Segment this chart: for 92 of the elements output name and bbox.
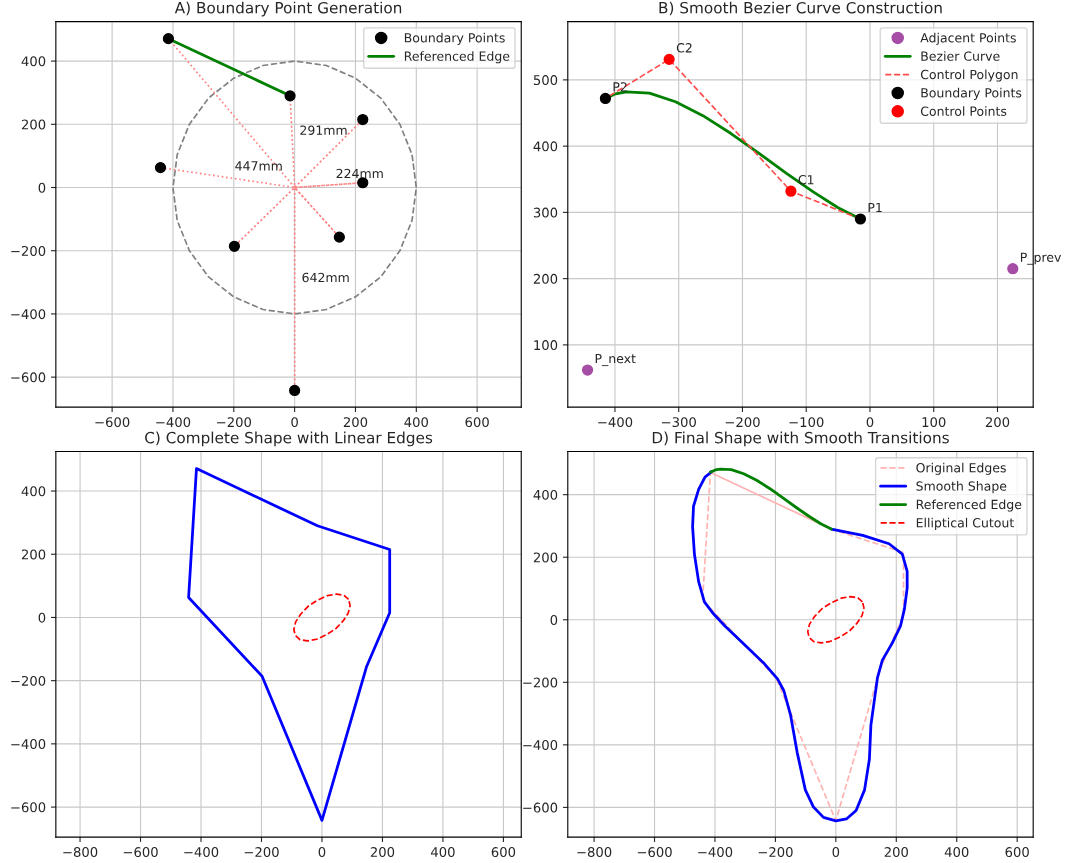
x-tick-label: −600 <box>95 417 130 428</box>
point <box>333 231 345 243</box>
x-tick-label: −200 <box>217 417 252 428</box>
point <box>154 161 167 174</box>
x-tick-label: 200 <box>370 847 395 858</box>
legend-label: Bezier Curve <box>921 51 1000 61</box>
legend-label: Smooth Shape <box>916 481 1007 494</box>
line-series <box>709 467 833 531</box>
y-tick-label: 500 <box>533 75 558 86</box>
x-tick-label: −400 <box>156 417 191 428</box>
legend-label: Control Polygon <box>920 69 1018 82</box>
y-tick-label: 400 <box>533 141 558 152</box>
x-tick-label: −800 <box>577 847 612 858</box>
chart-title: D) Final Shape with Smooth Transitions <box>652 431 949 447</box>
y-tick-label: 200 <box>533 552 558 563</box>
legend-label: Control Points <box>920 106 1007 116</box>
annotation: P1 <box>868 202 882 213</box>
point <box>854 213 867 225</box>
annotation: 642mm <box>302 272 349 283</box>
legend-label: Elliptical Cutout <box>916 517 1014 530</box>
y-tick-label: −200 <box>11 245 46 256</box>
legend-label: Original Edges <box>916 462 1006 475</box>
x-tick-label: 100 <box>922 417 946 428</box>
y-tick-label: −600 <box>11 802 46 813</box>
x-tick-label: −600 <box>123 847 158 858</box>
x-tick-label: 600 <box>1005 847 1029 858</box>
x-tick-label: 0 <box>291 417 298 428</box>
annotation: P_next <box>595 354 636 367</box>
legend-label: Boundary Points <box>921 87 1022 100</box>
y-tick-label: 0 <box>550 614 558 625</box>
x-tick-label: −800 <box>63 847 98 858</box>
legend-label: Referenced Edge <box>404 51 510 64</box>
y-tick-label: 200 <box>21 119 46 130</box>
annotation: C2 <box>676 43 692 53</box>
legend-label: Adjacent Points <box>920 32 1016 45</box>
x-tick-label: −200 <box>725 417 760 428</box>
x-tick-label: −100 <box>789 417 824 428</box>
y-tick-label: 400 <box>533 489 558 500</box>
point <box>284 90 296 102</box>
point <box>357 113 369 126</box>
annotation: 291mm <box>300 125 347 135</box>
chart-title: C) Complete Shape with Linear Edges <box>145 431 433 447</box>
x-tick-label: 200 <box>343 417 368 428</box>
point <box>162 33 175 45</box>
y-tick-label: −200 <box>11 675 46 686</box>
y-tick-label: −200 <box>523 677 558 688</box>
y-tick-label: 400 <box>21 56 46 67</box>
x-tick-label: 600 <box>465 417 489 428</box>
x-tick-label: 400 <box>430 847 455 858</box>
x-tick-label: 400 <box>944 847 969 858</box>
point <box>228 240 241 252</box>
x-tick-label: 200 <box>884 847 908 858</box>
annotation: P2 <box>613 82 627 92</box>
y-tick-label: 0 <box>38 612 46 623</box>
point <box>289 384 301 397</box>
y-tick-label: 200 <box>533 273 558 284</box>
point <box>357 177 369 189</box>
x-tick-label: −400 <box>598 417 633 428</box>
annotation: 447mm <box>235 161 282 171</box>
legend-label: Boundary Points <box>404 32 505 45</box>
x-tick-label: −400 <box>184 847 219 858</box>
chart-title: A) Boundary Point Generation <box>174 1 402 17</box>
x-tick-label: 400 <box>404 417 429 428</box>
chart-title: B) Smooth Bezier Curve Construction <box>659 1 942 16</box>
y-tick-label: −600 <box>11 372 46 383</box>
x-tick-label: −300 <box>662 417 696 428</box>
y-tick-label: −400 <box>11 739 46 750</box>
x-tick-label: −200 <box>244 847 279 858</box>
y-tick-label: −400 <box>523 740 558 751</box>
y-tick-label: −600 <box>523 802 558 813</box>
point <box>663 53 675 65</box>
x-tick-label: 600 <box>491 847 516 858</box>
y-tick-label: 300 <box>533 207 558 218</box>
point <box>1007 263 1019 275</box>
x-tick-label: 0 <box>832 847 840 858</box>
point <box>599 92 612 105</box>
x-tick-label: 0 <box>318 847 326 858</box>
point <box>581 364 594 376</box>
x-tick-label: 0 <box>866 417 874 428</box>
legend-label: Referenced Edge <box>916 499 1022 512</box>
x-tick-label: −400 <box>698 847 733 858</box>
x-tick-label: 200 <box>985 417 1010 428</box>
point <box>785 185 797 197</box>
x-tick-label: −600 <box>637 847 672 858</box>
x-tick-label: −200 <box>758 847 793 858</box>
annotation: 224mm <box>336 168 383 179</box>
y-tick-label: 100 <box>534 340 558 351</box>
y-tick-label: 200 <box>21 549 46 560</box>
y-tick-label: 0 <box>38 182 46 193</box>
y-tick-label: −400 <box>11 309 46 320</box>
y-tick-label: 400 <box>21 486 46 497</box>
annotation: C1 <box>798 174 814 185</box>
